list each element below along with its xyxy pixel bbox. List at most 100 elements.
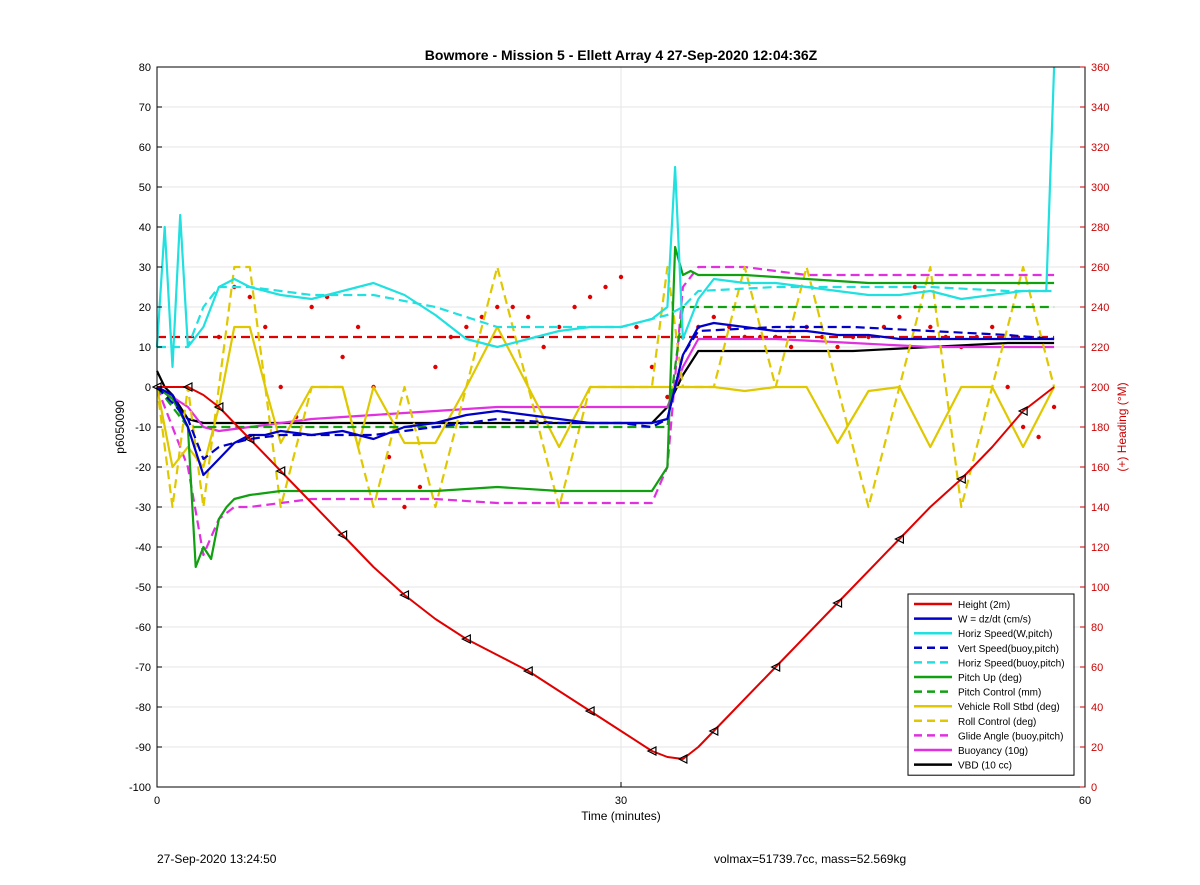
height-marker — [182, 382, 193, 392]
legend-label: Pitch Up (deg) — [958, 673, 1022, 684]
y-tick-label: 40 — [139, 222, 151, 234]
heading-point — [278, 384, 283, 390]
legend-label: Horiz Speed(W,pitch) — [958, 629, 1052, 640]
height-marker — [460, 634, 471, 644]
y-tick-label: 70 — [139, 102, 151, 114]
y2-tick-label: 160 — [1091, 462, 1109, 474]
legend-label: Pitch Control (mm) — [958, 688, 1041, 699]
footer-vehicle-info: volmax=51739.7cc, mass=52.569kg — [714, 852, 907, 866]
y2-tick-label: 120 — [1091, 542, 1109, 554]
y-tick-label: -10 — [135, 422, 151, 434]
y-axis-label: p6050090 — [113, 400, 127, 454]
y2-tick-label: 300 — [1091, 182, 1109, 194]
y-tick-label: 10 — [139, 342, 151, 354]
series-line-pitch-control-mm — [156, 305, 1055, 429]
heading-point — [417, 484, 423, 490]
y-tick-label: 30 — [139, 262, 151, 274]
heading-point — [990, 324, 995, 330]
heading-point — [572, 304, 577, 310]
y-tick-label: -60 — [135, 622, 151, 634]
series-line-height-2m — [157, 386, 1055, 760]
y-tick-label: 0 — [145, 382, 151, 394]
heading-point — [788, 344, 794, 350]
y2-tick-label: 340 — [1091, 102, 1109, 114]
height-marker — [894, 534, 905, 544]
heading-point — [912, 284, 918, 290]
heading-point — [665, 394, 670, 400]
heading-point — [510, 304, 515, 310]
heading-point — [556, 324, 562, 330]
heading-point — [928, 324, 933, 330]
axis-ticks: -100-90-80-70-60-50-40-30-20-10010203040… — [129, 62, 1109, 807]
heading-point — [495, 304, 500, 310]
legend-label: Horiz Speed(buoy,pitch) — [958, 658, 1065, 669]
height-marker — [275, 466, 286, 476]
series-line-vert-speed-buoy-pitch — [156, 325, 1055, 461]
legend-label: Buoyancy (10g) — [958, 746, 1028, 757]
heading-point — [402, 504, 407, 510]
height-marker — [213, 402, 224, 412]
height-marker — [1017, 406, 1028, 416]
series-line-horiz-speed-buoy-pitch — [157, 285, 1055, 349]
y2-tick-label: 20 — [1091, 742, 1103, 754]
legend-box — [907, 593, 1075, 776]
heading-point — [263, 324, 268, 330]
y-tick-label: 20 — [139, 302, 151, 314]
series-layer — [151, 66, 1057, 764]
y-tick-label: -20 — [135, 462, 151, 474]
heading-point — [526, 314, 531, 320]
legend-label: Height (2m) — [958, 600, 1010, 611]
heading-point — [618, 274, 624, 280]
legend-label: Glide Angle (buoy,pitch) — [958, 731, 1063, 742]
y2-tick-label: 360 — [1091, 62, 1109, 74]
height-marker — [832, 598, 843, 608]
heading-point — [897, 314, 902, 320]
legend-label: Vehicle Roll Stbd (deg) — [958, 702, 1060, 713]
x-tick-label: 60 — [1079, 795, 1091, 807]
y-tick-label: 60 — [139, 142, 151, 154]
height-marker — [584, 706, 595, 716]
x-tick-label: 30 — [615, 795, 627, 807]
heading-point — [1051, 404, 1057, 410]
y-tick-label: -80 — [135, 702, 151, 714]
legend-label: VBD (10 cc) — [958, 761, 1012, 772]
series-line-pitch-up-deg — [156, 245, 1055, 569]
heading-point — [541, 344, 546, 350]
y2-tick-label: 260 — [1091, 262, 1109, 274]
heading-point — [386, 454, 392, 460]
y2-tick-label: 240 — [1091, 302, 1109, 314]
series-line-buoyancy-10g — [156, 337, 1055, 433]
y-tick-label: -50 — [135, 582, 151, 594]
legend-label: Vert Speed(buoy,pitch) — [958, 644, 1059, 655]
heading-point — [247, 294, 252, 300]
y2-tick-label: 180 — [1091, 422, 1109, 434]
y2-tick-label: 60 — [1091, 662, 1103, 674]
height-marker — [770, 662, 781, 672]
heading-point — [835, 344, 840, 350]
y2-tick-label: 100 — [1091, 582, 1109, 594]
heading-point — [464, 324, 469, 330]
series-heading-series-13 — [216, 274, 1057, 510]
heading-point — [309, 304, 314, 310]
series-line-vbd-10-cc — [156, 341, 1055, 425]
height-marker — [399, 590, 410, 600]
height-marker — [522, 666, 533, 676]
height-marker — [955, 474, 966, 484]
legend: Height (2m) W = dz/dt (cm/s) Horiz Speed(W… — [907, 593, 1075, 776]
heading-point — [603, 284, 608, 290]
series-line-horiz-speed-w-pitch — [155, 66, 1056, 369]
y2-axis-label: (+) Heading (°M) — [1115, 382, 1129, 471]
y2-tick-label: 40 — [1091, 702, 1103, 714]
y2-tick-label: 280 — [1091, 222, 1109, 234]
footer-timestamp: 27-Sep-2020 13:24:50 — [157, 852, 277, 866]
legend-label: Roll Control (deg) — [958, 717, 1036, 728]
y2-tick-label: 200 — [1091, 382, 1109, 394]
heading-point — [479, 314, 484, 320]
y-tick-label: 80 — [139, 62, 151, 74]
heading-point — [1005, 384, 1010, 390]
heading-point — [587, 294, 593, 300]
x-axis-label: Time (minutes) — [581, 809, 661, 823]
series-line-roll-control-deg — [155, 265, 1056, 509]
y2-tick-label: 0 — [1091, 782, 1097, 794]
